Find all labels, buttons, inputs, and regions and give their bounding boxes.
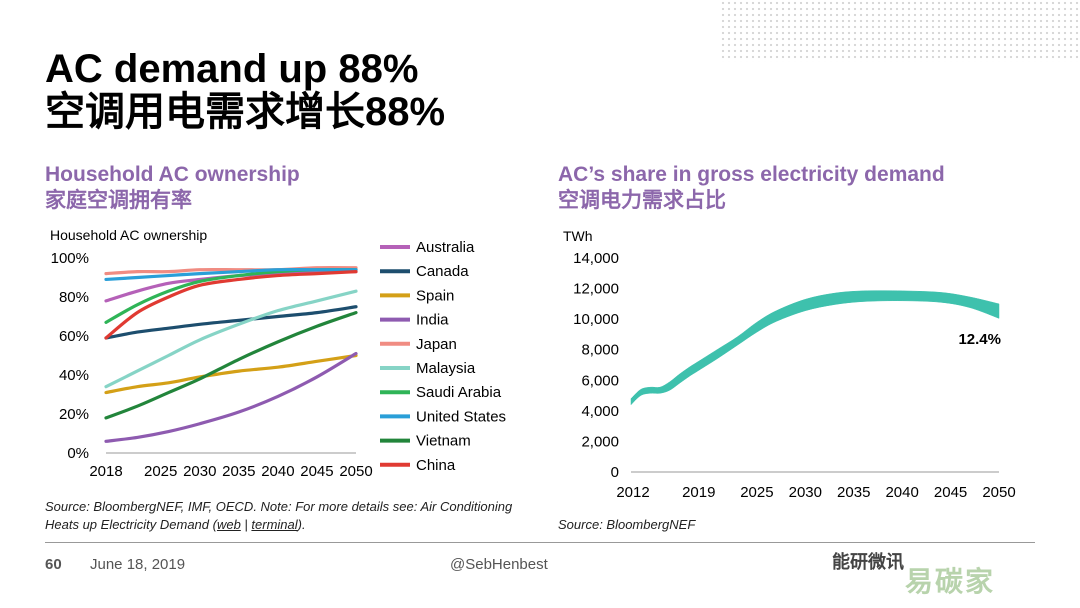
right-source-note: Source: BloombergNEF <box>558 517 696 532</box>
x-tick-label: 2035 <box>837 484 870 501</box>
x-tick-label: 2035 <box>222 463 255 480</box>
page-number: 60 <box>45 556 62 573</box>
terminal-link[interactable]: terminal <box>251 517 298 532</box>
series-line <box>104 311 358 420</box>
y-tick-label: 6,000 <box>581 372 619 389</box>
right-subtitle-en: AC’s share in gross electricity demand <box>558 163 945 186</box>
legend-label: Vietnam <box>416 433 471 450</box>
series-line <box>104 267 358 282</box>
legend-label: Spain <box>416 287 454 304</box>
y-tick-label: 14,000 <box>573 250 619 267</box>
legend-label: Canada <box>416 263 469 280</box>
web-link[interactable]: web <box>216 517 241 532</box>
y-tick-label: 40% <box>59 367 89 384</box>
series-line <box>104 289 358 389</box>
y-tick-label: 100% <box>51 250 89 267</box>
x-tick-label: 2030 <box>183 463 216 480</box>
x-tick-label: 2050 <box>982 484 1015 501</box>
left-source-text: Source: BloombergNEF, IMF, OECD. Note: F… <box>45 499 513 532</box>
legend-label: United States <box>416 408 506 425</box>
y-tick-label: 0% <box>67 445 89 462</box>
series-line <box>104 270 358 340</box>
legend-label: Saudi Arabia <box>416 384 502 401</box>
y-tick-label: 10,000 <box>573 311 619 328</box>
series-line <box>104 305 358 340</box>
x-tick-label: 2025 <box>144 463 177 480</box>
left-subtitle: Household AC ownership 家庭空调拥有率 <box>45 162 300 214</box>
x-tick-label: 2019 <box>682 484 715 501</box>
x-tick-label: 2040 <box>885 484 918 501</box>
share-annotation: 12.4% <box>958 331 1001 348</box>
y-tick-label: 12,000 <box>573 281 619 298</box>
footer-divider <box>45 542 1035 543</box>
slide-title: AC demand up 88% 空调用电需求增长88% <box>45 48 445 134</box>
y-tick-label: 60% <box>59 328 89 345</box>
right-axis-title: TWh <box>563 228 593 244</box>
demand-band <box>630 290 1000 406</box>
title-chinese: 空调用电需求增长88% <box>45 90 446 134</box>
y-tick-label: 20% <box>59 406 89 423</box>
y-tick-label: 80% <box>59 289 89 306</box>
y-tick-label: 4,000 <box>581 403 619 420</box>
right-subtitle-zh: 空调电力需求占比 <box>558 189 726 212</box>
title-english: AC demand up 88% <box>45 47 419 91</box>
series-line <box>104 266 358 276</box>
left-subtitle-zh: 家庭空调拥有率 <box>45 189 192 212</box>
y-tick-label: 8,000 <box>581 342 619 359</box>
y-tick-label: 0 <box>611 464 619 481</box>
legend-label: Malaysia <box>416 360 476 377</box>
footer-handle: @SebHenbest <box>450 556 548 573</box>
legend-label: Australia <box>416 239 475 256</box>
brand-fragment: 能研微讯 <box>832 552 904 572</box>
legend-label: China <box>416 457 456 474</box>
dot-pattern <box>720 0 1080 62</box>
watermark: 易碳家 <box>905 566 996 597</box>
right-subtitle: AC’s share in gross electricity demand 空… <box>558 162 945 214</box>
x-tick-label: 2018 <box>89 463 122 480</box>
left-subtitle-en: Household AC ownership <box>45 163 300 186</box>
legend-label: India <box>416 312 449 329</box>
x-tick-label: 2025 <box>740 484 773 501</box>
left-source-end: ). <box>297 517 306 532</box>
left-source-note: Source: BloombergNEF, IMF, OECD. Note: F… <box>45 498 515 534</box>
x-tick-label: 2050 <box>339 463 372 480</box>
y-tick-label: 2,000 <box>581 433 619 450</box>
left-axis-title: Household AC ownership <box>50 227 208 243</box>
legend-label: Japan <box>416 336 457 353</box>
x-tick-label: 2045 <box>300 463 333 480</box>
link-separator: | <box>240 517 252 532</box>
x-tick-label: 2045 <box>934 484 967 501</box>
series-line <box>104 351 358 443</box>
series-line <box>104 353 358 395</box>
x-tick-label: 2030 <box>789 484 822 501</box>
x-tick-label: 2012 <box>616 484 649 501</box>
x-tick-label: 2040 <box>261 463 294 480</box>
footer-date: June 18, 2019 <box>90 556 186 573</box>
